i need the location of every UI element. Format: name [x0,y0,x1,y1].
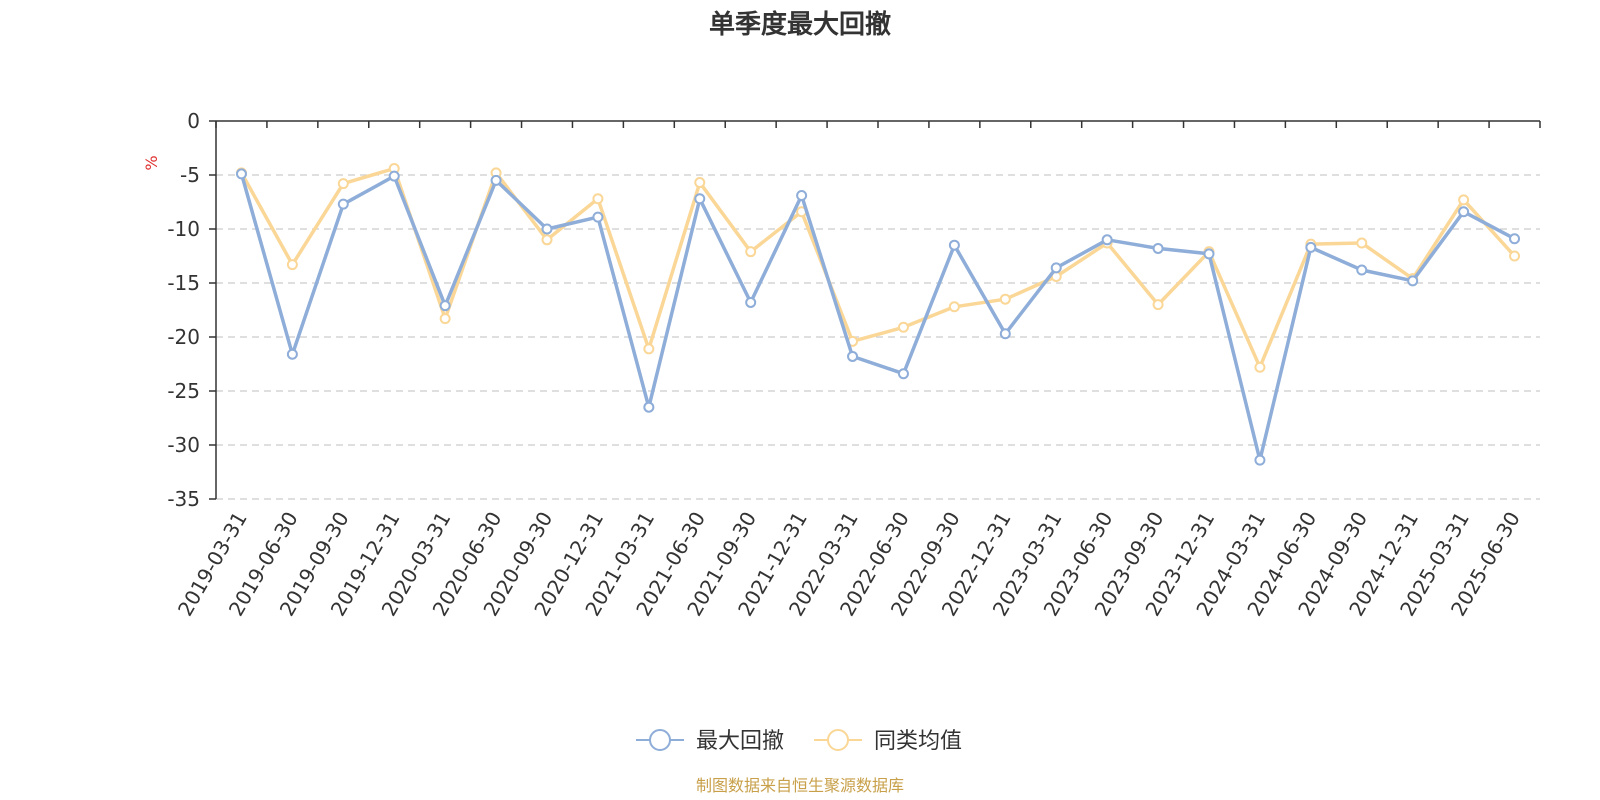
data-point[interactable] [490,174,502,186]
data-point[interactable] [1203,248,1215,260]
legend[interactable]: 最大回撤 同类均值 [636,729,962,754]
data-point[interactable] [1356,237,1368,249]
data-point[interactable] [999,328,1011,340]
data-point[interactable] [1101,234,1113,246]
data-point[interactable] [1407,275,1419,287]
legend-marker [827,729,849,751]
data-point[interactable] [897,368,909,380]
axes: 0-5-10-15-20-25-30-352019-03-312019-06-3… [167,109,1541,620]
y-tick-label: -25 [167,379,200,403]
data-point[interactable] [541,223,553,235]
data-point[interactable] [439,300,451,312]
data-point[interactable] [286,259,298,271]
data-point[interactable] [948,301,960,313]
data-point[interactable] [235,168,247,180]
legend-label: 同类均值 [874,729,962,754]
data-point[interactable] [592,193,604,205]
data-point[interactable] [745,246,757,258]
data-point[interactable] [847,350,859,362]
data-point[interactable] [694,193,706,205]
y-tick-label: -35 [167,487,200,511]
data-point[interactable] [643,401,655,413]
data-point[interactable] [592,211,604,223]
legend-item-2[interactable]: 同类均值 [814,729,962,754]
data-point[interactable] [337,178,349,190]
data-point[interactable] [1254,361,1266,373]
data-point[interactable] [541,234,553,246]
data-point[interactable] [643,343,655,355]
series-1 [235,168,1521,466]
data-point[interactable] [1305,241,1317,253]
y-tick-label: -15 [167,271,200,295]
y-tick-label: -30 [167,433,200,457]
data-point[interactable] [1458,206,1470,218]
data-point[interactable] [337,198,349,210]
data-point[interactable] [897,321,909,333]
legend-marker [649,729,671,751]
series-layer [235,163,1521,466]
chart-title: 单季度最大回撤 [709,9,891,40]
y-axis-unit-label: % [142,155,161,170]
data-point[interactable] [948,239,960,251]
y-tick-label: 0 [187,109,200,133]
data-point[interactable] [1509,233,1521,245]
gridlines [216,174,1540,500]
legend-label: 最大回撤 [696,729,784,754]
data-source-note: 制图数据来自恒生聚源数据库 [696,776,904,795]
data-point[interactable] [796,190,808,202]
data-point[interactable] [286,348,298,360]
series-line [239,173,1516,462]
legend-item-1[interactable]: 最大回撤 [636,729,784,754]
data-point[interactable] [1152,299,1164,311]
data-point[interactable] [439,313,451,325]
data-point[interactable] [745,296,757,308]
y-tick-label: -10 [167,217,200,241]
data-point[interactable] [1254,454,1266,466]
data-point[interactable] [999,293,1011,305]
y-tick-label: -20 [167,325,200,349]
series-line [239,166,1516,369]
data-point[interactable] [1458,194,1470,206]
data-point[interactable] [1356,264,1368,276]
data-point[interactable] [388,170,400,182]
data-point[interactable] [1050,262,1062,274]
data-point[interactable] [1509,250,1521,262]
data-point[interactable] [694,177,706,189]
data-point[interactable] [1152,242,1164,254]
y-tick-label: -5 [180,163,200,187]
